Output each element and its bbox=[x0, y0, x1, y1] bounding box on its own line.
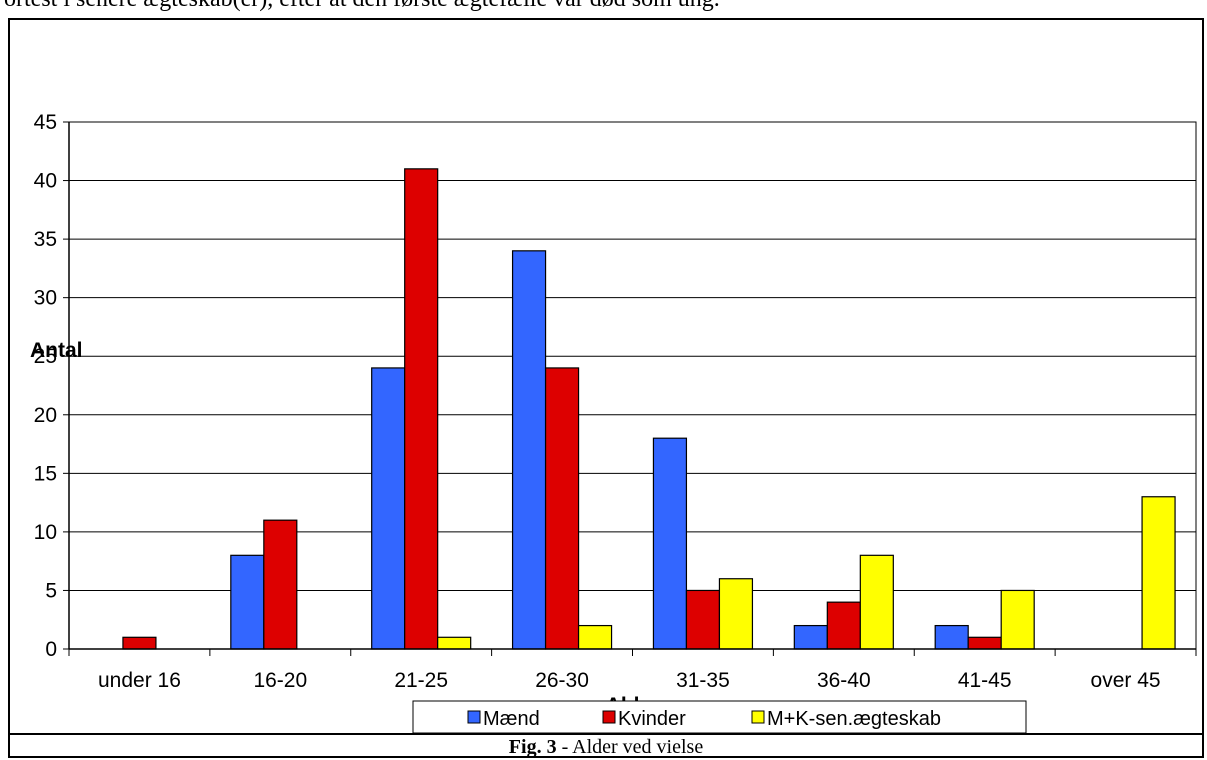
bar bbox=[511, 250, 547, 650]
y-tick-label: 25 bbox=[34, 345, 57, 368]
y-tick-label: 20 bbox=[34, 404, 57, 427]
bar bbox=[437, 636, 472, 650]
bar bbox=[1000, 589, 1035, 650]
y-tick-label: 45 bbox=[34, 111, 57, 134]
bar bbox=[122, 636, 157, 650]
x-tick-label: 21-25 bbox=[394, 669, 448, 692]
x-tick-label: 26-30 bbox=[535, 669, 589, 692]
bar bbox=[404, 168, 439, 650]
legend-label: Kvinder bbox=[618, 708, 686, 730]
caption-text: - Alder ved vielse bbox=[556, 736, 704, 758]
bar bbox=[718, 578, 754, 650]
bars bbox=[122, 168, 1176, 650]
legend-label: Mænd bbox=[483, 708, 540, 730]
bar bbox=[263, 519, 298, 650]
bar bbox=[577, 624, 613, 650]
axes bbox=[63, 121, 1197, 656]
legend-label: M+K-sen.ægteskab bbox=[767, 708, 941, 730]
y-tick-label: 35 bbox=[34, 228, 57, 251]
bar bbox=[859, 554, 894, 650]
y-tick-label: 0 bbox=[45, 638, 57, 661]
caption-divider bbox=[8, 733, 1204, 735]
bar bbox=[793, 624, 828, 650]
figure-frame bbox=[8, 18, 1204, 758]
x-tick-label: under 16 bbox=[98, 669, 181, 692]
bar bbox=[230, 554, 265, 650]
bar bbox=[371, 367, 406, 650]
preceding-text-line: ortest i senere ægteskab(er), efter at d… bbox=[0, 0, 1207, 13]
y-tick-label: 30 bbox=[34, 287, 57, 310]
bar bbox=[826, 601, 861, 650]
bar bbox=[1141, 496, 1176, 650]
legend-swatch bbox=[751, 710, 765, 724]
x-tick-label: 31-35 bbox=[676, 669, 730, 692]
caption-figure-number: Fig. 3 bbox=[508, 736, 557, 758]
x-tick-label: 36-40 bbox=[817, 669, 871, 692]
y-tick-label: 40 bbox=[34, 170, 57, 193]
y-axis-title: Antal bbox=[30, 339, 83, 362]
x-tick-labels: under 16 16-20 21-25 26-30 31-35 36-40 41-45 ov… bbox=[98, 669, 1161, 692]
x-tick-label: over 45 bbox=[1091, 669, 1161, 692]
legend-box bbox=[412, 700, 1027, 734]
bar bbox=[652, 437, 688, 650]
x-tick-label: 41-45 bbox=[958, 669, 1012, 692]
legend-swatch bbox=[467, 710, 481, 724]
legend: Mænd Kvinder M+K-sen.ægteskab bbox=[412, 700, 1027, 734]
y-tick-label: 10 bbox=[34, 521, 57, 544]
bar bbox=[685, 589, 721, 650]
x-tick-label: 16-20 bbox=[253, 669, 307, 692]
bar bbox=[544, 367, 580, 650]
figure-caption: Fig. 3 - Alder ved vielse bbox=[8, 736, 1204, 759]
legend-swatch bbox=[602, 710, 616, 724]
bar bbox=[934, 624, 969, 650]
y-tick-label: 15 bbox=[34, 462, 57, 485]
y-tick-labels: 0 5 10 15 20 25 30 35 40 45 bbox=[34, 111, 57, 661]
bar bbox=[967, 636, 1002, 650]
y-tick-label: 5 bbox=[45, 579, 57, 602]
